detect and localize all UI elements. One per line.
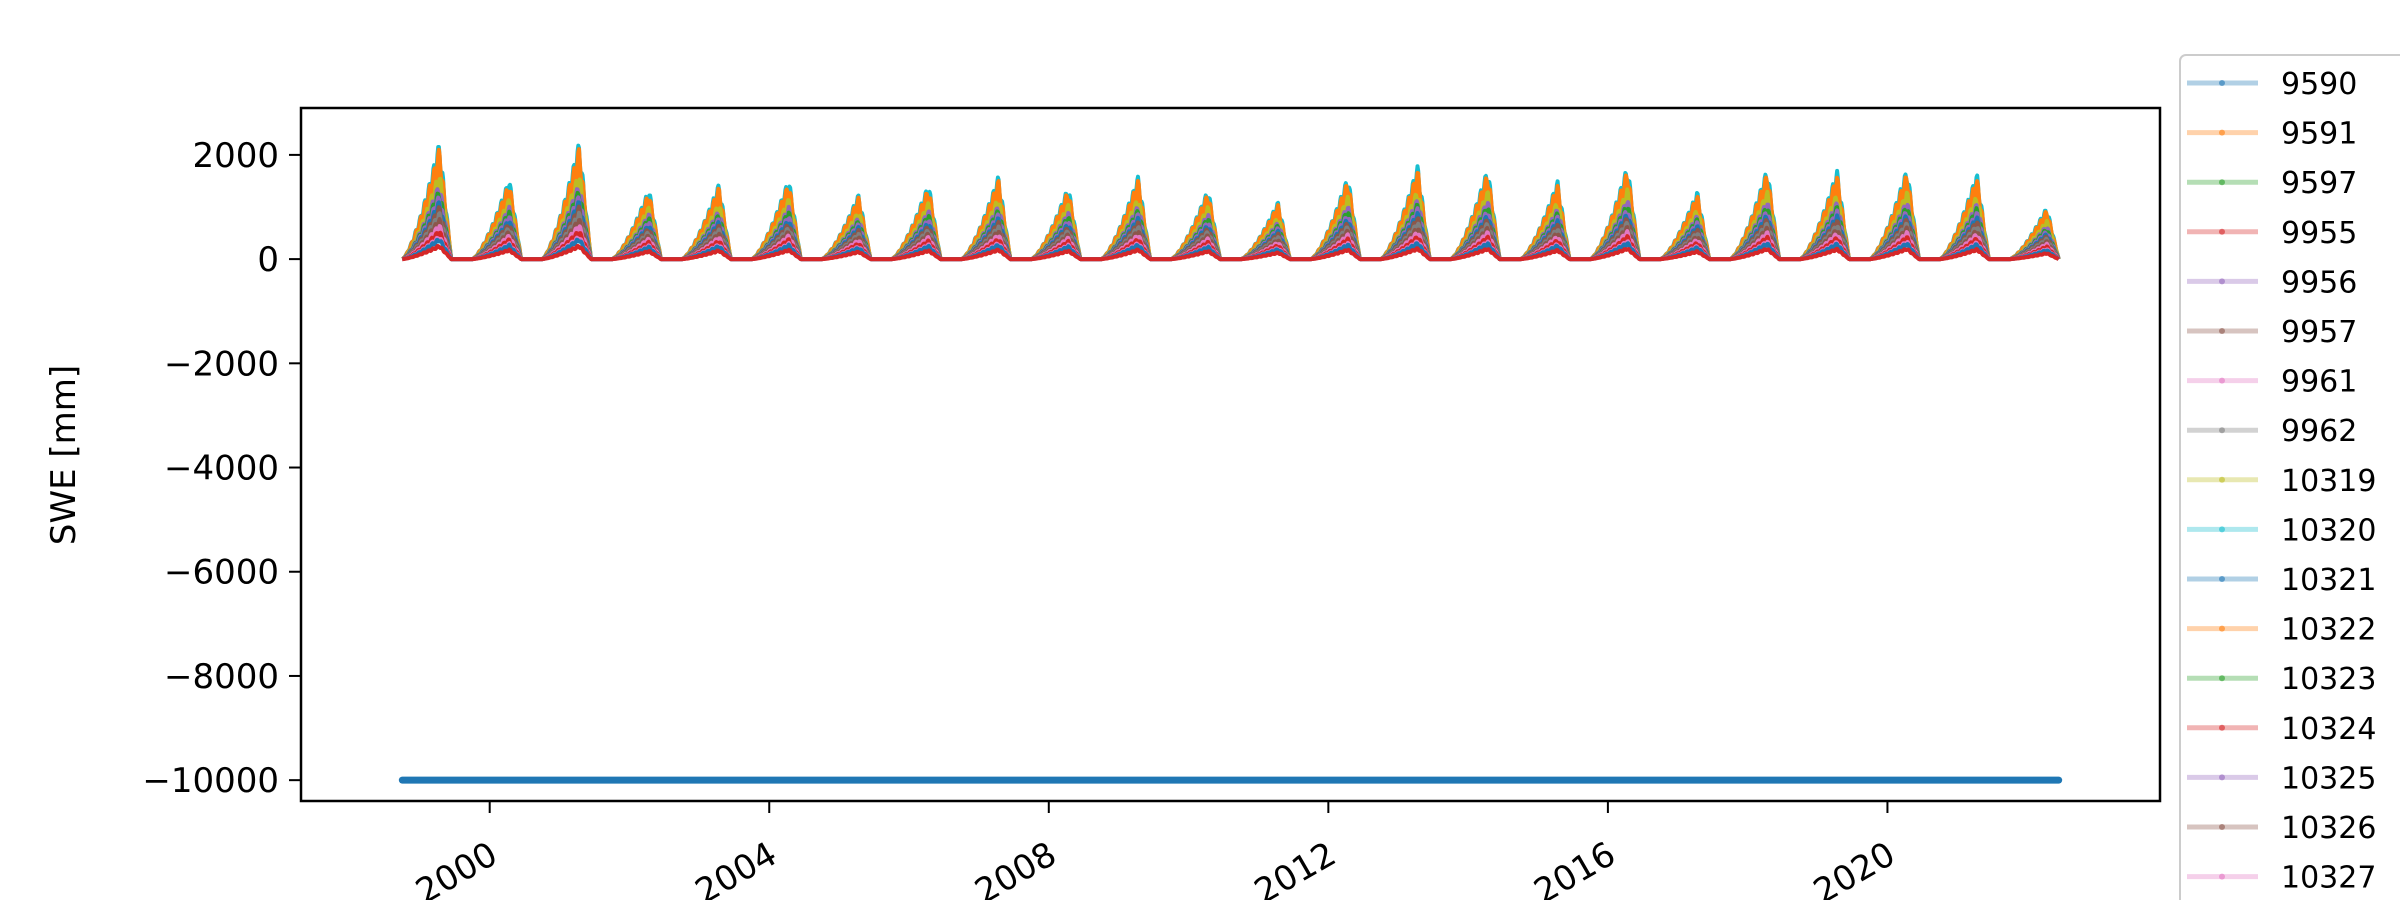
- legend-marker-9597: [2219, 179, 2225, 186]
- legend-label-9955: 9955: [2281, 216, 2357, 251]
- legend-items: 9590 9591 9597 9955 9956 9957 9961 9962 10319 103…: [2187, 67, 2376, 896]
- y-tick-label: 2000: [192, 136, 279, 176]
- legend-label-10321: 10321: [2281, 563, 2376, 598]
- legend-label-10325: 10325: [2281, 761, 2376, 796]
- legend-label-9597: 9597: [2281, 166, 2357, 201]
- legend-marker-10319: [2219, 476, 2225, 483]
- legend-label-10326: 10326: [2281, 811, 2376, 846]
- legend-marker-9590: [2219, 80, 2225, 86]
- legend-marker-9956: [2219, 278, 2225, 285]
- legend-label-10323: 10323: [2281, 662, 2376, 697]
- plot-frame: [299, 106, 2162, 803]
- legend-marker-9962: [2219, 427, 2225, 434]
- legend-marker-10322: [2219, 625, 2225, 632]
- legend-label-9957: 9957: [2281, 315, 2357, 350]
- legend-marker-10327: [2219, 873, 2225, 880]
- legend: 9590 9591 9597 9955 9956 9957 9961 9962 10319 103…: [2179, 54, 2400, 900]
- legend-marker-10325: [2219, 774, 2225, 781]
- y-tick-label: −6000: [164, 553, 279, 593]
- plot-series-group: [398, 143, 2063, 784]
- legend-marker-9957: [2219, 328, 2225, 334]
- y-tick-label: −8000: [164, 657, 279, 697]
- legend-label-9590: 9590: [2281, 67, 2357, 102]
- legend-marker-9961: [2219, 377, 2225, 384]
- y-tick-label: −4000: [164, 449, 279, 489]
- legend-marker-10320: [2219, 526, 2225, 533]
- y-axis: 2000 0 −2000 −4000 −6000 −8000 −10000: [142, 136, 301, 801]
- y-tick-label: −10000: [142, 761, 279, 801]
- legend-marker-10321: [2219, 576, 2225, 582]
- legend-label-9962: 9962: [2281, 414, 2357, 449]
- legend-frame: [2179, 54, 2400, 900]
- legend-label-10320: 10320: [2281, 513, 2376, 548]
- legend-marker-9955: [2219, 228, 2225, 235]
- legend-label-9961: 9961: [2281, 365, 2357, 400]
- legend-label-10322: 10322: [2281, 613, 2376, 648]
- legend-label-10319: 10319: [2281, 464, 2376, 499]
- legend-marker-10323: [2219, 675, 2225, 682]
- y-tick-label: 0: [257, 240, 279, 280]
- y-tick-label: −2000: [164, 344, 279, 384]
- legend-marker-10326: [2219, 824, 2225, 830]
- legend-label-9956: 9956: [2281, 265, 2357, 300]
- legend-marker-10324: [2219, 724, 2225, 731]
- series-line-10324: [401, 243, 2060, 262]
- legend-marker-9591: [2219, 129, 2225, 136]
- legend-label-10327: 10327: [2281, 861, 2376, 896]
- legend-label-10324: 10324: [2281, 712, 2376, 747]
- legend-label-9591: 9591: [2281, 117, 2357, 152]
- y-axis-label: SWE [mm]: [44, 365, 84, 545]
